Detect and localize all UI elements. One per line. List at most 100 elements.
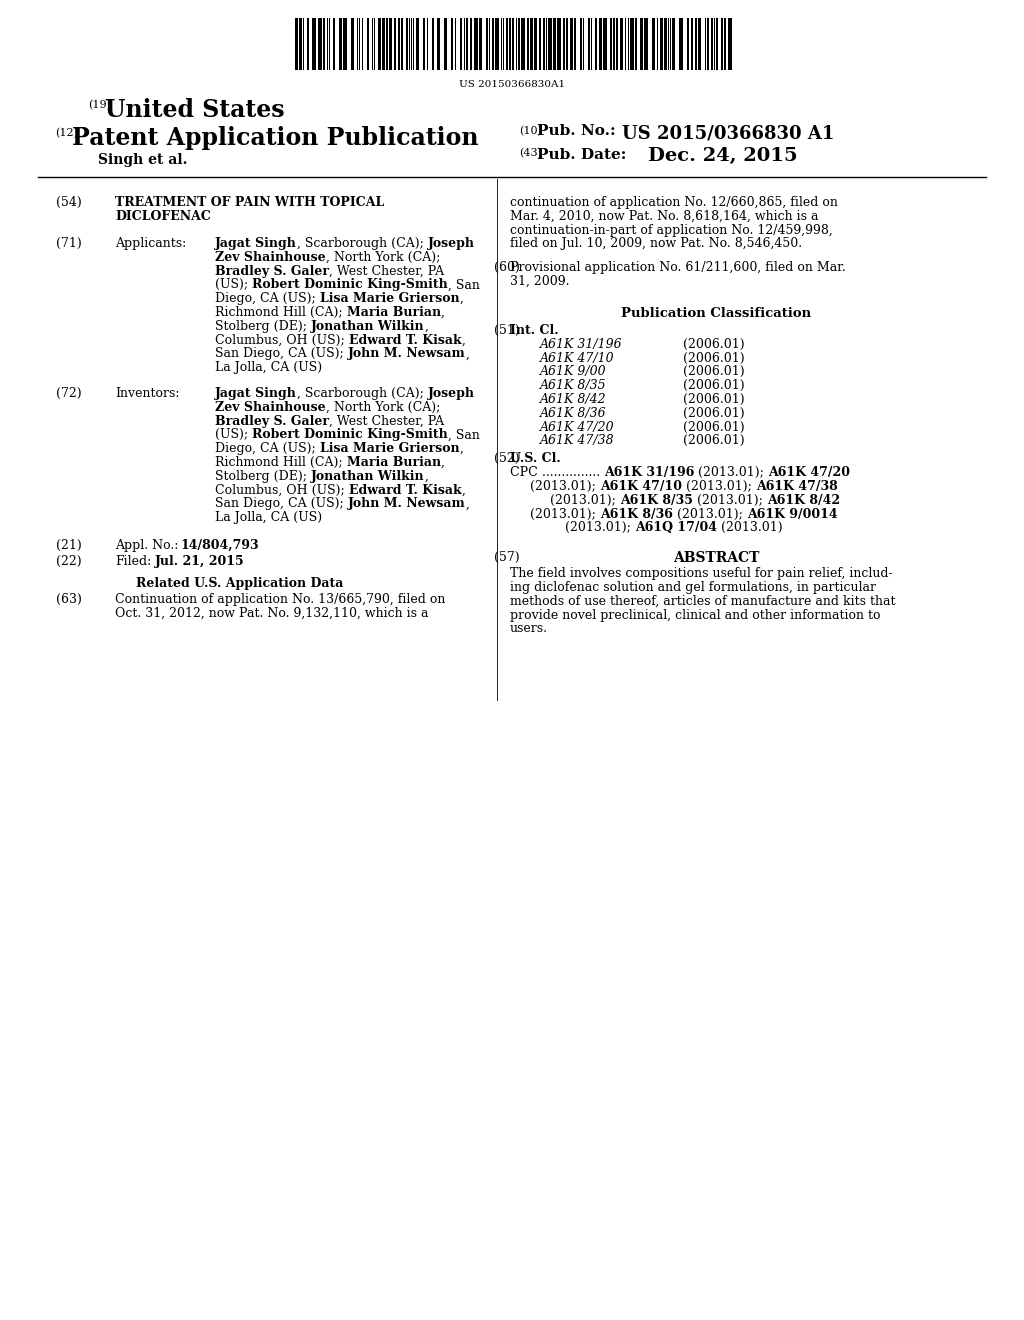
- Bar: [679, 18, 683, 70]
- Bar: [406, 18, 408, 70]
- Text: A61K 8/42: A61K 8/42: [767, 494, 840, 507]
- Text: (2006.01): (2006.01): [683, 366, 744, 379]
- Bar: [563, 18, 565, 70]
- Text: ,: ,: [440, 455, 444, 469]
- Text: A61K 47/10: A61K 47/10: [540, 351, 614, 364]
- Text: John M. Newsam: John M. Newsam: [348, 498, 466, 511]
- Text: (19): (19): [88, 100, 111, 111]
- Text: (2006.01): (2006.01): [683, 379, 744, 392]
- Text: Bradley S. Galer: Bradley S. Galer: [215, 414, 329, 428]
- Bar: [595, 18, 597, 70]
- Bar: [610, 18, 612, 70]
- Text: Bradley S. Galer: Bradley S. Galer: [215, 264, 329, 277]
- Bar: [644, 18, 648, 70]
- Text: (2006.01): (2006.01): [683, 434, 744, 447]
- Bar: [724, 18, 726, 70]
- Text: Lisa Marie Grierson: Lisa Marie Grierson: [319, 442, 460, 455]
- Text: A61K 8/36: A61K 8/36: [540, 407, 606, 420]
- Bar: [432, 18, 434, 70]
- Text: Mar. 4, 2010, now Pat. No. 8,618,164, which is a: Mar. 4, 2010, now Pat. No. 8,618,164, wh…: [510, 210, 818, 223]
- Bar: [460, 18, 462, 70]
- Text: (2006.01): (2006.01): [683, 351, 744, 364]
- Text: Maria Burian: Maria Burian: [347, 455, 440, 469]
- Bar: [557, 18, 561, 70]
- Bar: [599, 18, 602, 70]
- Bar: [339, 18, 342, 70]
- Bar: [570, 18, 573, 70]
- Text: Edward T. Kisak: Edward T. Kisak: [349, 334, 462, 347]
- Text: (52): (52): [494, 453, 519, 465]
- Bar: [518, 18, 520, 70]
- Text: (US);: (US);: [215, 429, 252, 441]
- Bar: [451, 18, 453, 70]
- Text: Publication Classification: Publication Classification: [621, 306, 811, 319]
- Text: (60): (60): [494, 261, 520, 275]
- Text: San Diego, CA (US);: San Diego, CA (US);: [215, 347, 348, 360]
- Text: Zev Shainhouse: Zev Shainhouse: [215, 251, 326, 264]
- Text: Pub. No.:: Pub. No.:: [537, 124, 615, 139]
- Text: Lisa Marie Grierson: Lisa Marie Grierson: [319, 292, 460, 305]
- Text: Dec. 24, 2015: Dec. 24, 2015: [648, 147, 798, 165]
- Text: ,: ,: [462, 334, 465, 347]
- Bar: [635, 18, 637, 70]
- Text: A61K 31/196: A61K 31/196: [540, 338, 623, 351]
- Text: (43): (43): [519, 148, 542, 158]
- Text: Oct. 31, 2012, now Pat. No. 9,132,110, which is a: Oct. 31, 2012, now Pat. No. 9,132,110, w…: [115, 607, 428, 620]
- Text: Provisional application No. 61/211,600, filed on Mar.: Provisional application No. 61/211,600, …: [510, 261, 846, 275]
- Bar: [492, 18, 494, 70]
- Text: ,: ,: [466, 498, 469, 511]
- Text: ...............: ...............: [542, 466, 604, 479]
- Bar: [479, 18, 482, 70]
- Bar: [588, 18, 590, 70]
- Text: Stolberg (DE);: Stolberg (DE);: [215, 319, 311, 333]
- Text: filed on Jul. 10, 2009, now Pat. No. 8,546,450.: filed on Jul. 10, 2009, now Pat. No. 8,5…: [510, 238, 802, 251]
- Text: , Scarborough (CA);: , Scarborough (CA);: [297, 238, 428, 249]
- Text: (2006.01): (2006.01): [683, 393, 744, 407]
- Bar: [543, 18, 545, 70]
- Bar: [509, 18, 511, 70]
- Text: La Jolla, CA (US): La Jolla, CA (US): [215, 511, 323, 524]
- Text: Jonathan Wilkin: Jonathan Wilkin: [311, 319, 425, 333]
- Bar: [664, 18, 667, 70]
- Bar: [672, 18, 675, 70]
- Text: (2013.01);: (2013.01);: [694, 466, 768, 479]
- Bar: [721, 18, 723, 70]
- Text: Continuation of application No. 13/665,790, filed on: Continuation of application No. 13/665,7…: [115, 593, 445, 606]
- Text: Columbus, OH (US);: Columbus, OH (US);: [215, 334, 349, 347]
- Text: (2013.01);: (2013.01);: [673, 508, 746, 520]
- Text: Inventors:: Inventors:: [115, 387, 179, 400]
- Bar: [351, 18, 354, 70]
- Bar: [603, 18, 607, 70]
- Bar: [512, 18, 514, 70]
- Text: (US);: (US);: [215, 279, 252, 292]
- Text: , West Chester, PA: , West Chester, PA: [329, 414, 444, 428]
- Text: (2013.01);: (2013.01);: [682, 480, 756, 492]
- Bar: [416, 18, 419, 70]
- Text: Richmond Hill (CA);: Richmond Hill (CA);: [215, 455, 347, 469]
- Text: CPC: CPC: [510, 466, 542, 479]
- Text: Jagat Singh: Jagat Singh: [215, 387, 297, 400]
- Bar: [527, 18, 529, 70]
- Bar: [553, 18, 556, 70]
- Bar: [620, 18, 623, 70]
- Bar: [728, 18, 732, 70]
- Text: Jagat Singh: Jagat Singh: [215, 238, 297, 249]
- Bar: [466, 18, 468, 70]
- Bar: [539, 18, 541, 70]
- Text: ,: ,: [425, 470, 428, 483]
- Text: ing diclofenac solution and gel formulations, in particular: ing diclofenac solution and gel formulat…: [510, 581, 876, 594]
- Text: (72): (72): [56, 387, 82, 400]
- Bar: [640, 18, 643, 70]
- Text: , West Chester, PA: , West Chester, PA: [329, 264, 444, 277]
- Bar: [367, 18, 369, 70]
- Bar: [687, 18, 689, 70]
- Text: ,: ,: [460, 292, 463, 305]
- Text: Pub. Date:: Pub. Date:: [537, 148, 627, 162]
- Bar: [630, 18, 634, 70]
- Bar: [389, 18, 392, 70]
- Bar: [548, 18, 552, 70]
- Text: ,: ,: [460, 442, 463, 455]
- Bar: [695, 18, 697, 70]
- Bar: [616, 18, 618, 70]
- Text: ABSTRACT: ABSTRACT: [673, 552, 759, 565]
